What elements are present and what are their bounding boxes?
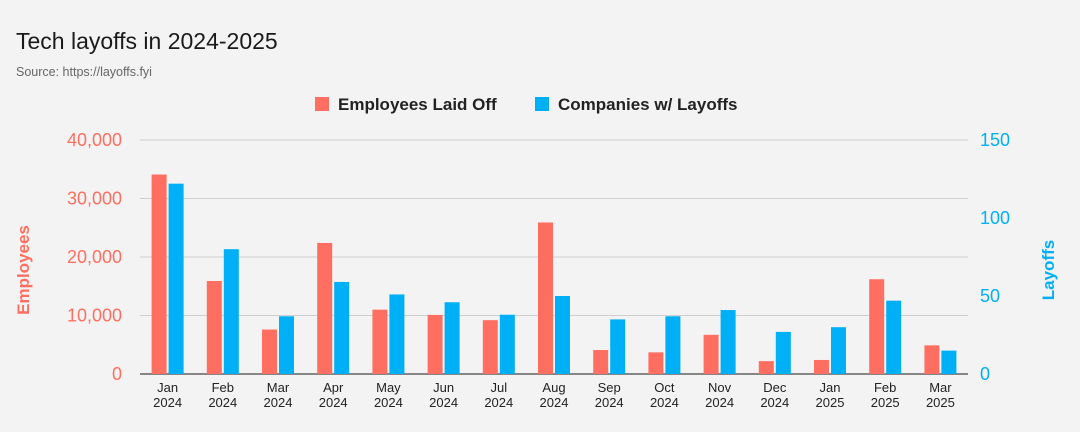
bar-employees-laid-off (538, 222, 553, 374)
chart-source: Source: https://layoffs.fyi (16, 65, 152, 79)
left-tick-label: 20,000 (67, 247, 122, 267)
y-axis-left-title: Employees (14, 225, 33, 315)
legend-label-companies: Companies w/ Layoffs (558, 95, 737, 114)
x-tick-label: Apr 2024 (319, 380, 348, 410)
bar-companies-with-layoffs (555, 296, 570, 374)
y-axis-right-title: Layoffs (1039, 240, 1058, 300)
x-tick-label: Nov 2024 (705, 380, 734, 410)
bar-companies-with-layoffs (389, 294, 405, 374)
x-tick-label: Jul 2024 (484, 380, 513, 410)
chart-title: Tech layoffs in 2024-2025 (16, 28, 278, 54)
left-tick-label: 30,000 (67, 189, 122, 209)
x-tick-label: Feb 2024 (208, 380, 237, 410)
bar-employees-laid-off (206, 280, 222, 374)
left-tick-label: 0 (112, 364, 122, 384)
bar-employees-laid-off (924, 345, 940, 374)
bars (151, 174, 957, 374)
x-tick-label: Dec 2024 (760, 380, 789, 410)
bar-companies-with-layoffs (499, 314, 515, 374)
bar-companies-with-layoffs (223, 249, 239, 374)
bar-employees-laid-off (317, 242, 333, 374)
bar-companies-with-layoffs (168, 183, 184, 374)
right-axis-ticks: 0 50 100 150 (980, 130, 1010, 384)
right-tick-label: 100 (980, 208, 1010, 228)
x-tick-label: Mar 2025 (926, 380, 955, 410)
bar-companies-with-layoffs (831, 327, 846, 374)
left-tick-label: 40,000 (67, 130, 122, 150)
bar-employees-laid-off (648, 352, 664, 374)
bar-companies-with-layoffs (665, 316, 681, 374)
legend: Employees Laid Off Companies w/ Layoffs (315, 95, 737, 114)
right-tick-label: 50 (980, 286, 1000, 306)
bar-employees-laid-off (758, 361, 774, 374)
bar-companies-with-layoffs (334, 281, 350, 374)
bar-companies-with-layoffs (941, 350, 957, 374)
x-tick-label: Aug 2024 (540, 380, 569, 410)
bar-employees-laid-off (372, 309, 388, 374)
left-axis-ticks: 0 10,000 20,000 30,000 40,000 (67, 130, 122, 384)
x-tick-label: Jun 2024 (429, 380, 458, 410)
x-tick-label: Mar 2024 (264, 380, 293, 410)
bar-employees-laid-off (482, 320, 498, 374)
legend-label-employees: Employees Laid Off (338, 95, 497, 114)
bar-employees-laid-off (262, 329, 277, 374)
bar-companies-with-layoffs (775, 331, 791, 374)
bar-companies-with-layoffs (444, 302, 460, 374)
x-tick-label: May 2024 (374, 380, 403, 410)
left-tick-label: 10,000 (67, 306, 122, 326)
x-axis-ticks: Jan 2024 Feb 2024 Mar 2024 Apr 2024 May 2024 Jun 20… (153, 380, 955, 410)
bar-employees-laid-off (869, 279, 885, 374)
x-tick-label: Sep 2024 (595, 380, 624, 410)
bar-companies-with-layoffs (720, 310, 736, 374)
bar-employees-laid-off (151, 174, 167, 374)
bar-companies-with-layoffs (886, 300, 902, 374)
bar-employees-laid-off (427, 314, 443, 374)
x-tick-label: Jan 2024 (153, 380, 182, 410)
bar-employees-laid-off (814, 359, 829, 374)
bar-companies-with-layoffs (279, 316, 294, 374)
x-tick-label: Jan 2025 (816, 380, 845, 410)
gridlines (140, 139, 968, 375)
x-tick-label: Oct 2024 (650, 380, 679, 410)
bar-companies-with-layoffs (610, 319, 626, 374)
right-tick-label: 150 (980, 130, 1010, 150)
legend-swatch-companies (535, 97, 549, 111)
bar-employees-laid-off (593, 350, 609, 374)
bar-employees-laid-off (703, 334, 719, 374)
x-tick-label: Feb 2025 (871, 380, 900, 410)
legend-swatch-employees (315, 97, 329, 111)
right-tick-label: 0 (980, 364, 990, 384)
